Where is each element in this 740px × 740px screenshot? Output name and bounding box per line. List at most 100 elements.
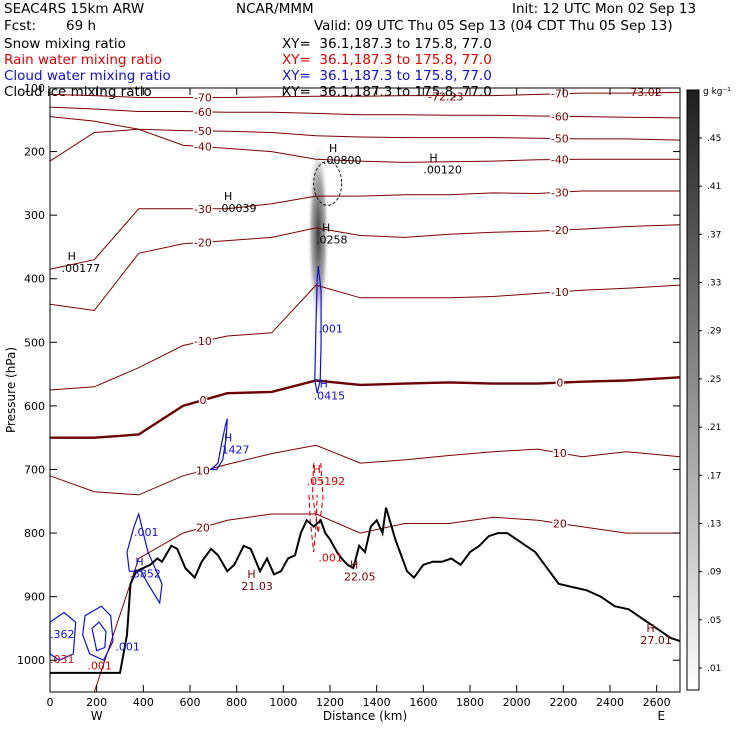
colorbar-tick-label: .17 (707, 471, 721, 481)
isotherm-label: 10 (196, 465, 210, 478)
maximum-marker: H (350, 559, 358, 572)
isotherm-label: 0 (556, 377, 563, 390)
y-tick-label: 400 (24, 273, 45, 286)
isotherm--60 (49, 106, 681, 119)
colorbar-tick-label: .33 (707, 279, 721, 289)
colorbar-tick-label: .01 (707, 664, 721, 674)
x-tick-label: 1000 (269, 696, 297, 709)
maximum-marker: H (224, 431, 232, 444)
maximum-value: .001 (318, 551, 343, 564)
maximum-marker: H (68, 250, 76, 263)
maximum-value: .1427 (218, 443, 250, 456)
colorbar-tick-label: .13 (707, 519, 721, 529)
isotherm-label: -40 (194, 141, 212, 154)
x-tick-label: 0 (47, 696, 54, 709)
maximum-value: .362 (50, 628, 75, 641)
maximum-marker: H (646, 622, 654, 635)
isotherm--10 (49, 284, 681, 391)
field-name: Rain water mixing ratio (4, 52, 162, 68)
maximum-value: .001 (134, 526, 159, 539)
isotherm-label: -60 (551, 110, 569, 123)
isotherm-0 (50, 376, 681, 439)
x-tick-label: 2400 (596, 696, 624, 709)
isotherm-label: 10 (553, 447, 567, 460)
isotherm-20 (50, 513, 680, 693)
maximum-value: .00800 (323, 154, 362, 167)
isotherm-label: -40 (551, 154, 569, 167)
isotherm-10 (49, 444, 681, 496)
maximum-value: .3852 (129, 567, 161, 580)
maximum-marker: H (135, 555, 143, 568)
maximum-value: 21.03 (241, 580, 272, 593)
x-axis-label: Distance (km) (323, 709, 407, 723)
field-xy: XY= 36.1,187.3 to 175.8, 77.0 (282, 68, 492, 84)
x-tick-label: 1200 (316, 696, 344, 709)
plot-frame (49, 87, 681, 693)
maximum-value: -72.23 (428, 91, 463, 104)
isotherm-label: 20 (196, 521, 210, 534)
isotherm-label: -30 (194, 203, 212, 216)
isotherm--70 (49, 92, 681, 98)
x-tick-label: 600 (180, 696, 201, 709)
y-tick-label: 700 (24, 463, 45, 476)
maximum-value: .001 (318, 323, 343, 336)
y-tick-label: 800 (24, 527, 45, 540)
colorbar (686, 89, 700, 691)
maximum-marker: H (247, 568, 255, 581)
maximum-marker: H (329, 142, 337, 155)
init-time: Init: 12 UTC Mon 02 Sep 13 (512, 1, 697, 17)
y-tick-label: 500 (24, 336, 45, 349)
colorbar-tick-label: .09 (707, 568, 722, 578)
y-tick-label: 900 (24, 591, 45, 604)
isotherm-label: -70 (194, 92, 212, 105)
isotherm-label: -60 (194, 106, 212, 119)
y-axis-label: Pressure (hPa) (4, 347, 18, 433)
forecast-hours: 69 h (66, 18, 97, 34)
maximum-marker: H (313, 463, 321, 476)
field-xy: XY= 36.1,187.3 to 175.8, 77.0 (282, 36, 492, 52)
org-label: NCAR/MMM (236, 1, 314, 17)
isotherm--20 (49, 224, 681, 312)
cloud-water-contour (314, 265, 322, 394)
isotherm--30 (49, 190, 680, 270)
maximum-value: .031 (50, 653, 75, 666)
isotherm-label: 0 (199, 394, 206, 407)
colorbar-tick-label: .25 (707, 375, 721, 385)
isotherm-label: -20 (551, 224, 569, 237)
x-tick-label: 1800 (456, 696, 484, 709)
maximum-value: .001 (115, 640, 140, 653)
model-title: SEAC4RS 15km ARW (4, 1, 145, 17)
y-tick-label: 1000 (17, 654, 45, 667)
x-tick-label: 2200 (549, 696, 577, 709)
maximum-marker: H (322, 222, 330, 235)
x-tick-label: 2600 (643, 696, 671, 709)
maximum-value: .0415 (314, 389, 346, 402)
field-name: Snow mixing ratio (4, 36, 126, 52)
forecast-label: Fcst: (4, 18, 37, 34)
isotherm--50 (49, 116, 681, 141)
y-tick-label: 300 (24, 209, 45, 222)
x-tick-label: 1600 (409, 696, 437, 709)
east-end-label: E (658, 709, 666, 723)
maximum-marker: H (224, 190, 232, 203)
isotherm-label: 20 (553, 518, 567, 531)
cloud-water-contour (91, 621, 107, 652)
maximum-value: .05192 (307, 475, 346, 488)
y-tick-label: 600 (24, 400, 45, 413)
isotherm-label: -30 (551, 186, 569, 199)
snow-shading (307, 138, 330, 330)
maximum-value: .00120 (423, 164, 462, 177)
valid-time: Valid: 09 UTC Thu 05 Sep 13 (04 CDT Thu … (314, 18, 673, 34)
maximum-value: -73.02 (626, 86, 661, 99)
isotherm-label: -20 (194, 236, 212, 249)
cloud-water-contour (209, 418, 228, 471)
west-end-label: W (91, 709, 103, 723)
colorbar-unit: g kg⁻¹ (703, 87, 731, 97)
x-tick-label: 800 (226, 696, 247, 709)
field-name: Cloud water mixing ratio (4, 68, 171, 84)
isotherm-label: -10 (551, 286, 569, 299)
maximum-value: .00177 (62, 262, 101, 275)
colorbar-tick-label: .41 (707, 182, 721, 192)
x-tick-label: 200 (86, 696, 107, 709)
